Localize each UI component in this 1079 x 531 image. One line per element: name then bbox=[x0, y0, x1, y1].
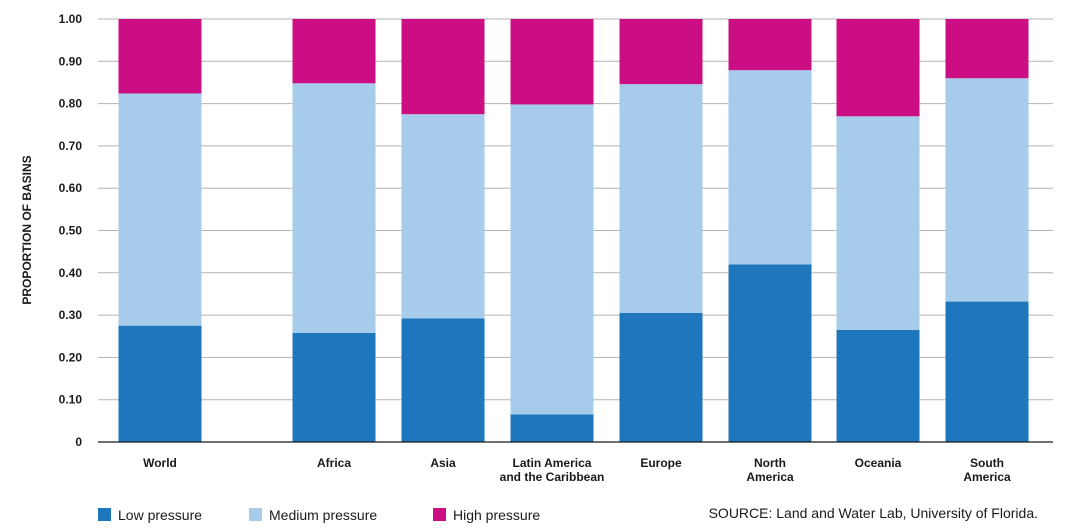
bar-segment-high-pressure bbox=[118, 19, 202, 94]
bar-segment-low-pressure bbox=[292, 332, 376, 442]
category-label: South bbox=[970, 456, 1004, 470]
legend-label: Medium pressure bbox=[269, 507, 377, 523]
bar-segment-low-pressure bbox=[118, 325, 202, 442]
category-label: Asia bbox=[430, 456, 456, 470]
y-tick-label: 0.10 bbox=[59, 393, 83, 407]
y-axis-label: PROPORTION OF BASINS bbox=[20, 155, 34, 304]
category-label: America bbox=[746, 470, 794, 484]
bar-segment-medium-pressure bbox=[510, 104, 594, 415]
y-axis-ticks: 0 0.10 0.20 0.30 0.40 0.50 0.60 0.70 0.80 0.90 1.0… bbox=[59, 12, 83, 449]
bar-segment-low-pressure bbox=[945, 301, 1029, 442]
bar-segment-high-pressure bbox=[619, 19, 703, 85]
y-tick-label: 0.50 bbox=[59, 224, 83, 238]
bar-segment-high-pressure bbox=[510, 19, 594, 105]
category-label: Latin America bbox=[513, 456, 592, 470]
legend-swatch bbox=[433, 508, 446, 521]
category-label: Africa bbox=[317, 456, 351, 470]
legend-label: Low pressure bbox=[118, 507, 202, 523]
y-tick-label: 0.70 bbox=[59, 139, 83, 153]
bar-segment-low-pressure bbox=[619, 312, 703, 442]
bars bbox=[118, 19, 1029, 442]
category-label: Oceania bbox=[855, 456, 902, 470]
y-tick-label: 0.20 bbox=[59, 350, 83, 364]
bar-segment-high-pressure bbox=[836, 19, 920, 117]
y-tick-label: 0.80 bbox=[59, 97, 83, 111]
category-label: and the Caribbean bbox=[500, 470, 605, 484]
y-tick-label: 0 bbox=[75, 435, 82, 449]
bar-segment-medium-pressure bbox=[619, 84, 703, 313]
y-tick-label: 0.60 bbox=[59, 181, 83, 195]
bar-segment-high-pressure bbox=[401, 19, 485, 115]
y-tick-label: 0.90 bbox=[59, 54, 83, 68]
bar-segment-low-pressure bbox=[401, 318, 485, 442]
category-label: World bbox=[143, 456, 177, 470]
legend-swatch bbox=[249, 508, 262, 521]
bar-segment-medium-pressure bbox=[728, 70, 812, 265]
bar-segment-low-pressure bbox=[728, 264, 812, 442]
source-note: SOURCE: Land and Water Lab, University o… bbox=[709, 505, 1038, 521]
bar-segment-medium-pressure bbox=[292, 83, 376, 333]
bar-segment-low-pressure bbox=[510, 414, 594, 442]
bar-segment-medium-pressure bbox=[836, 116, 920, 330]
bar-segment-high-pressure bbox=[945, 19, 1029, 79]
category-label: Europe bbox=[640, 456, 682, 470]
category-label: North bbox=[754, 456, 786, 470]
bar-segment-medium-pressure bbox=[118, 93, 202, 326]
y-tick-label: 1.00 bbox=[59, 12, 83, 26]
y-tick-label: 0.40 bbox=[59, 266, 83, 280]
legend-swatch bbox=[98, 508, 111, 521]
legend: Low pressure Medium pressure High pressure bbox=[98, 507, 540, 523]
bar-segment-medium-pressure bbox=[945, 78, 1029, 302]
bar-segment-low-pressure bbox=[836, 329, 920, 442]
bar-segment-high-pressure bbox=[292, 19, 376, 84]
bar-segment-medium-pressure bbox=[401, 114, 485, 319]
bar-segment-high-pressure bbox=[728, 19, 812, 71]
category-label: America bbox=[963, 470, 1011, 484]
legend-label: High pressure bbox=[453, 507, 540, 523]
y-tick-label: 0.30 bbox=[59, 308, 83, 322]
